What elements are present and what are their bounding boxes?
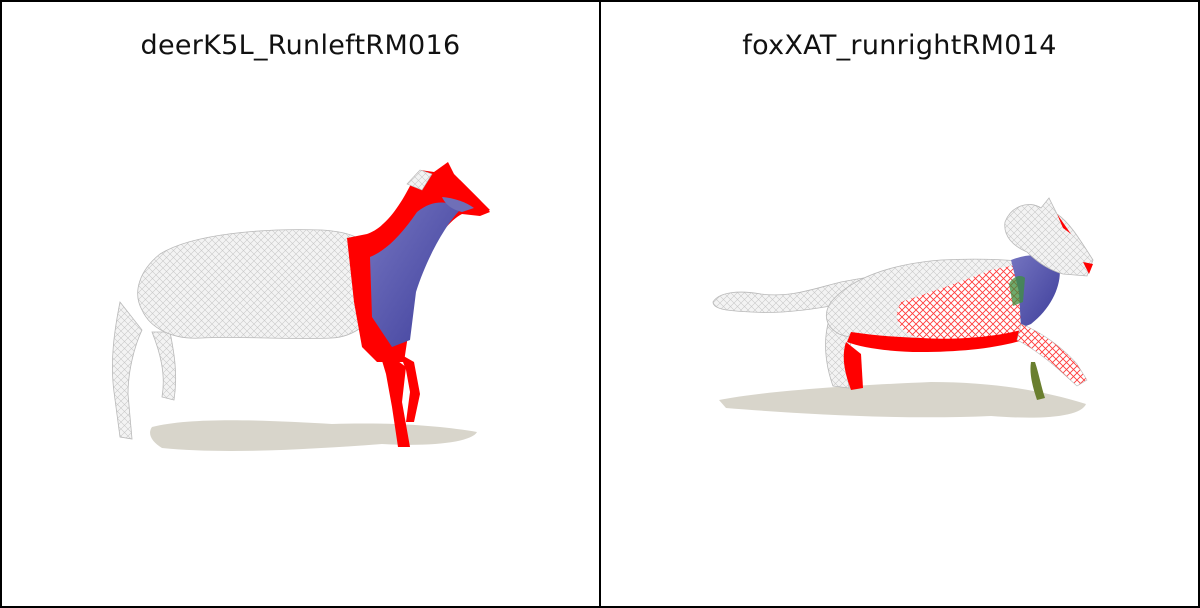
deer-front-leg: [380, 354, 410, 447]
fox-hind-leg-red: [843, 342, 863, 390]
right-viewport[interactable]: foxXAT_runrightRM014: [599, 0, 1200, 608]
fox-belly: [847, 328, 1029, 352]
viewport-title: foxXAT_runrightRM014: [742, 30, 1057, 61]
fox-scene: [712, 197, 1094, 418]
fox-shoulder-mesh: [897, 264, 1029, 339]
deer-chest-shade: [370, 202, 462, 347]
deer-shadow: [150, 420, 477, 451]
left-viewport[interactable]: deerK5L_RunleftRM016: [0, 0, 601, 608]
fox-chest-shade: [1011, 255, 1060, 328]
deer-hind-leg-2: [151, 331, 177, 401]
deer-body: [137, 229, 383, 339]
deer-scene: [111, 162, 490, 451]
fox-shadow: [719, 382, 1086, 418]
fox-ear: [1057, 214, 1071, 234]
fox-front-leg-green: [1030, 362, 1045, 400]
fox-chest-green: [1009, 276, 1025, 306]
fox-nose: [1083, 262, 1093, 274]
deer-muzzle: [442, 197, 474, 212]
fox-head: [1004, 197, 1094, 277]
deer-ear: [406, 169, 433, 191]
deer-front-leg-2: [400, 354, 420, 422]
fox-front-leg: [1016, 323, 1088, 387]
deer-hind-leg: [111, 301, 143, 440]
viewport-title: deerK5L_RunleftRM016: [140, 30, 461, 61]
